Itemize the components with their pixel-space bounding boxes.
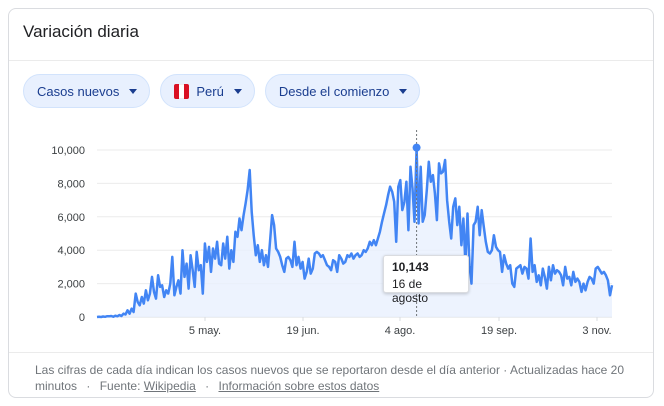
x-tick-label: 3 nov. [582, 325, 611, 337]
x-tick-label: 19 jun. [286, 325, 319, 337]
footer-divider [9, 352, 653, 353]
daily-cases-chart[interactable]: 10,000 8,000 6,000 4,000 2,000 0 5 may. 19 jun… [9, 129, 654, 349]
y-tick-label: 0 [79, 312, 85, 324]
card-title: Variación diaria [23, 22, 139, 41]
metric-dropdown[interactable]: Casos nuevos [23, 74, 151, 108]
tooltip-value: 10,143 [392, 260, 429, 274]
source-link[interactable]: Wikipedia [143, 379, 196, 393]
y-tick-label: 4,000 [57, 245, 85, 257]
time-range-dropdown-label: Desde el comienzo [278, 83, 390, 99]
caret-down-icon [399, 88, 408, 94]
x-tick-label: 5 may. [189, 325, 221, 337]
hover-point [412, 143, 421, 152]
cases-line [96, 146, 614, 319]
x-tick-label: 4 ago. [385, 325, 416, 337]
stats-card: Variación diaria Casos nuevos Perú Desde… [8, 8, 654, 398]
peru-flag-icon [174, 83, 190, 99]
y-tick-label: 2,000 [57, 279, 85, 291]
time-range-dropdown[interactable]: Desde el comienzo [264, 74, 421, 108]
tooltip-date: 16 de agosto [392, 277, 429, 305]
x-tick-label: 19 sep. [481, 325, 517, 337]
country-dropdown-label: Perú [196, 83, 224, 99]
source-label: Fuente: [99, 379, 141, 393]
filter-bar: Casos nuevos Perú Desde el comienzo [23, 74, 421, 108]
y-tick-label: 6,000 [57, 212, 85, 224]
y-tick-label: 8,000 [57, 178, 85, 190]
caret-down-icon [129, 88, 138, 94]
footer: Las cifras de cada día indican los casos… [35, 363, 625, 393]
cases-area [97, 147, 612, 317]
chart-tooltip: 10,143 16 de agosto [383, 255, 469, 305]
footer-note: Las cifras de cada día indican los casos… [35, 363, 625, 393]
info-link[interactable]: Información sobre estos datos [218, 379, 380, 393]
y-tick-label: 10,000 [51, 145, 85, 157]
caret-down-icon [233, 88, 242, 94]
metric-dropdown-label: Casos nuevos [37, 83, 120, 99]
header-divider [9, 60, 653, 61]
country-dropdown[interactable]: Perú [160, 74, 255, 108]
